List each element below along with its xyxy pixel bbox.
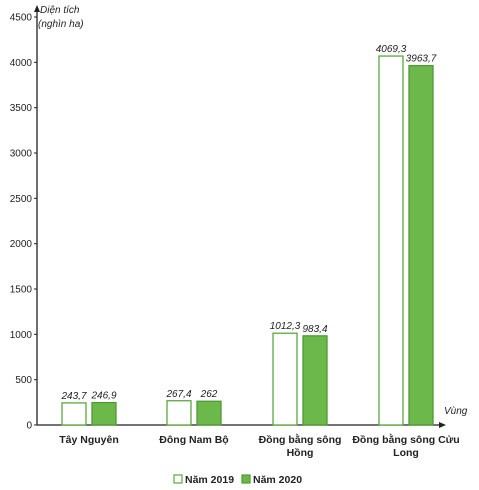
data-label: 267,4 bbox=[165, 389, 191, 400]
bar-2019 bbox=[378, 55, 404, 426]
bar-2019 bbox=[61, 402, 87, 426]
bar-2020 bbox=[91, 401, 117, 426]
bar-2020 bbox=[302, 335, 328, 426]
y-tick-label: 3500 bbox=[10, 103, 33, 114]
y-tick-label: 2000 bbox=[10, 239, 33, 250]
y-axis-title-line1: Diện tích bbox=[40, 5, 80, 16]
y-tick-label: 4000 bbox=[10, 58, 33, 69]
category-label: Tây Nguyên bbox=[59, 434, 119, 446]
bars bbox=[61, 55, 434, 426]
data-label: 1012,3 bbox=[270, 321, 301, 332]
category-label: Đồng bằng sông Cửu bbox=[352, 433, 459, 446]
category-label: Hồng bbox=[287, 447, 314, 459]
y-tick-label: 1500 bbox=[10, 285, 33, 296]
category-label: Long bbox=[393, 447, 419, 459]
data-label: 3963,7 bbox=[406, 54, 437, 65]
bar-2020 bbox=[196, 400, 222, 426]
legend-swatch-2019 bbox=[173, 474, 183, 484]
legend: Năm 2019 Năm 2020 bbox=[173, 474, 302, 486]
y-ticks: 0 500 1000 1500 2000 2500 3000 3500 4000 4500 bbox=[10, 13, 37, 432]
data-label: 246,9 bbox=[90, 391, 116, 402]
y-axis-arrow bbox=[34, 5, 40, 12]
bar-2019 bbox=[166, 400, 192, 426]
data-label: 262 bbox=[200, 389, 218, 400]
y-tick-label: 500 bbox=[15, 375, 32, 386]
y-tick-label: 2500 bbox=[10, 194, 33, 205]
legend-swatch-2020 bbox=[241, 474, 251, 484]
value-labels: 243,7 267,4 1012,3 4069,3 246,9 262 983,4 3963,… bbox=[60, 44, 436, 402]
legend-label: Năm 2019 bbox=[185, 474, 234, 486]
data-label: 4069,3 bbox=[376, 44, 407, 55]
legend-label: Năm 2020 bbox=[253, 474, 302, 486]
bar-2019 bbox=[272, 332, 298, 426]
data-label: 983,4 bbox=[302, 324, 327, 335]
data-label: 243,7 bbox=[60, 391, 86, 402]
y-tick-label: 0 bbox=[26, 421, 32, 432]
category-label: Đồng bằng sông bbox=[259, 433, 342, 446]
category-label: Đông Nam Bộ bbox=[159, 434, 228, 446]
y-tick-label: 1000 bbox=[10, 330, 33, 341]
y-tick-label: 4500 bbox=[10, 13, 33, 24]
y-tick-label: 3000 bbox=[10, 149, 33, 160]
y-axis-title-line2: (nghìn ha) bbox=[38, 19, 84, 30]
bar-2020 bbox=[408, 64, 434, 426]
x-axis-arrow bbox=[439, 422, 446, 428]
x-axis-title: Vùng bbox=[444, 406, 468, 417]
